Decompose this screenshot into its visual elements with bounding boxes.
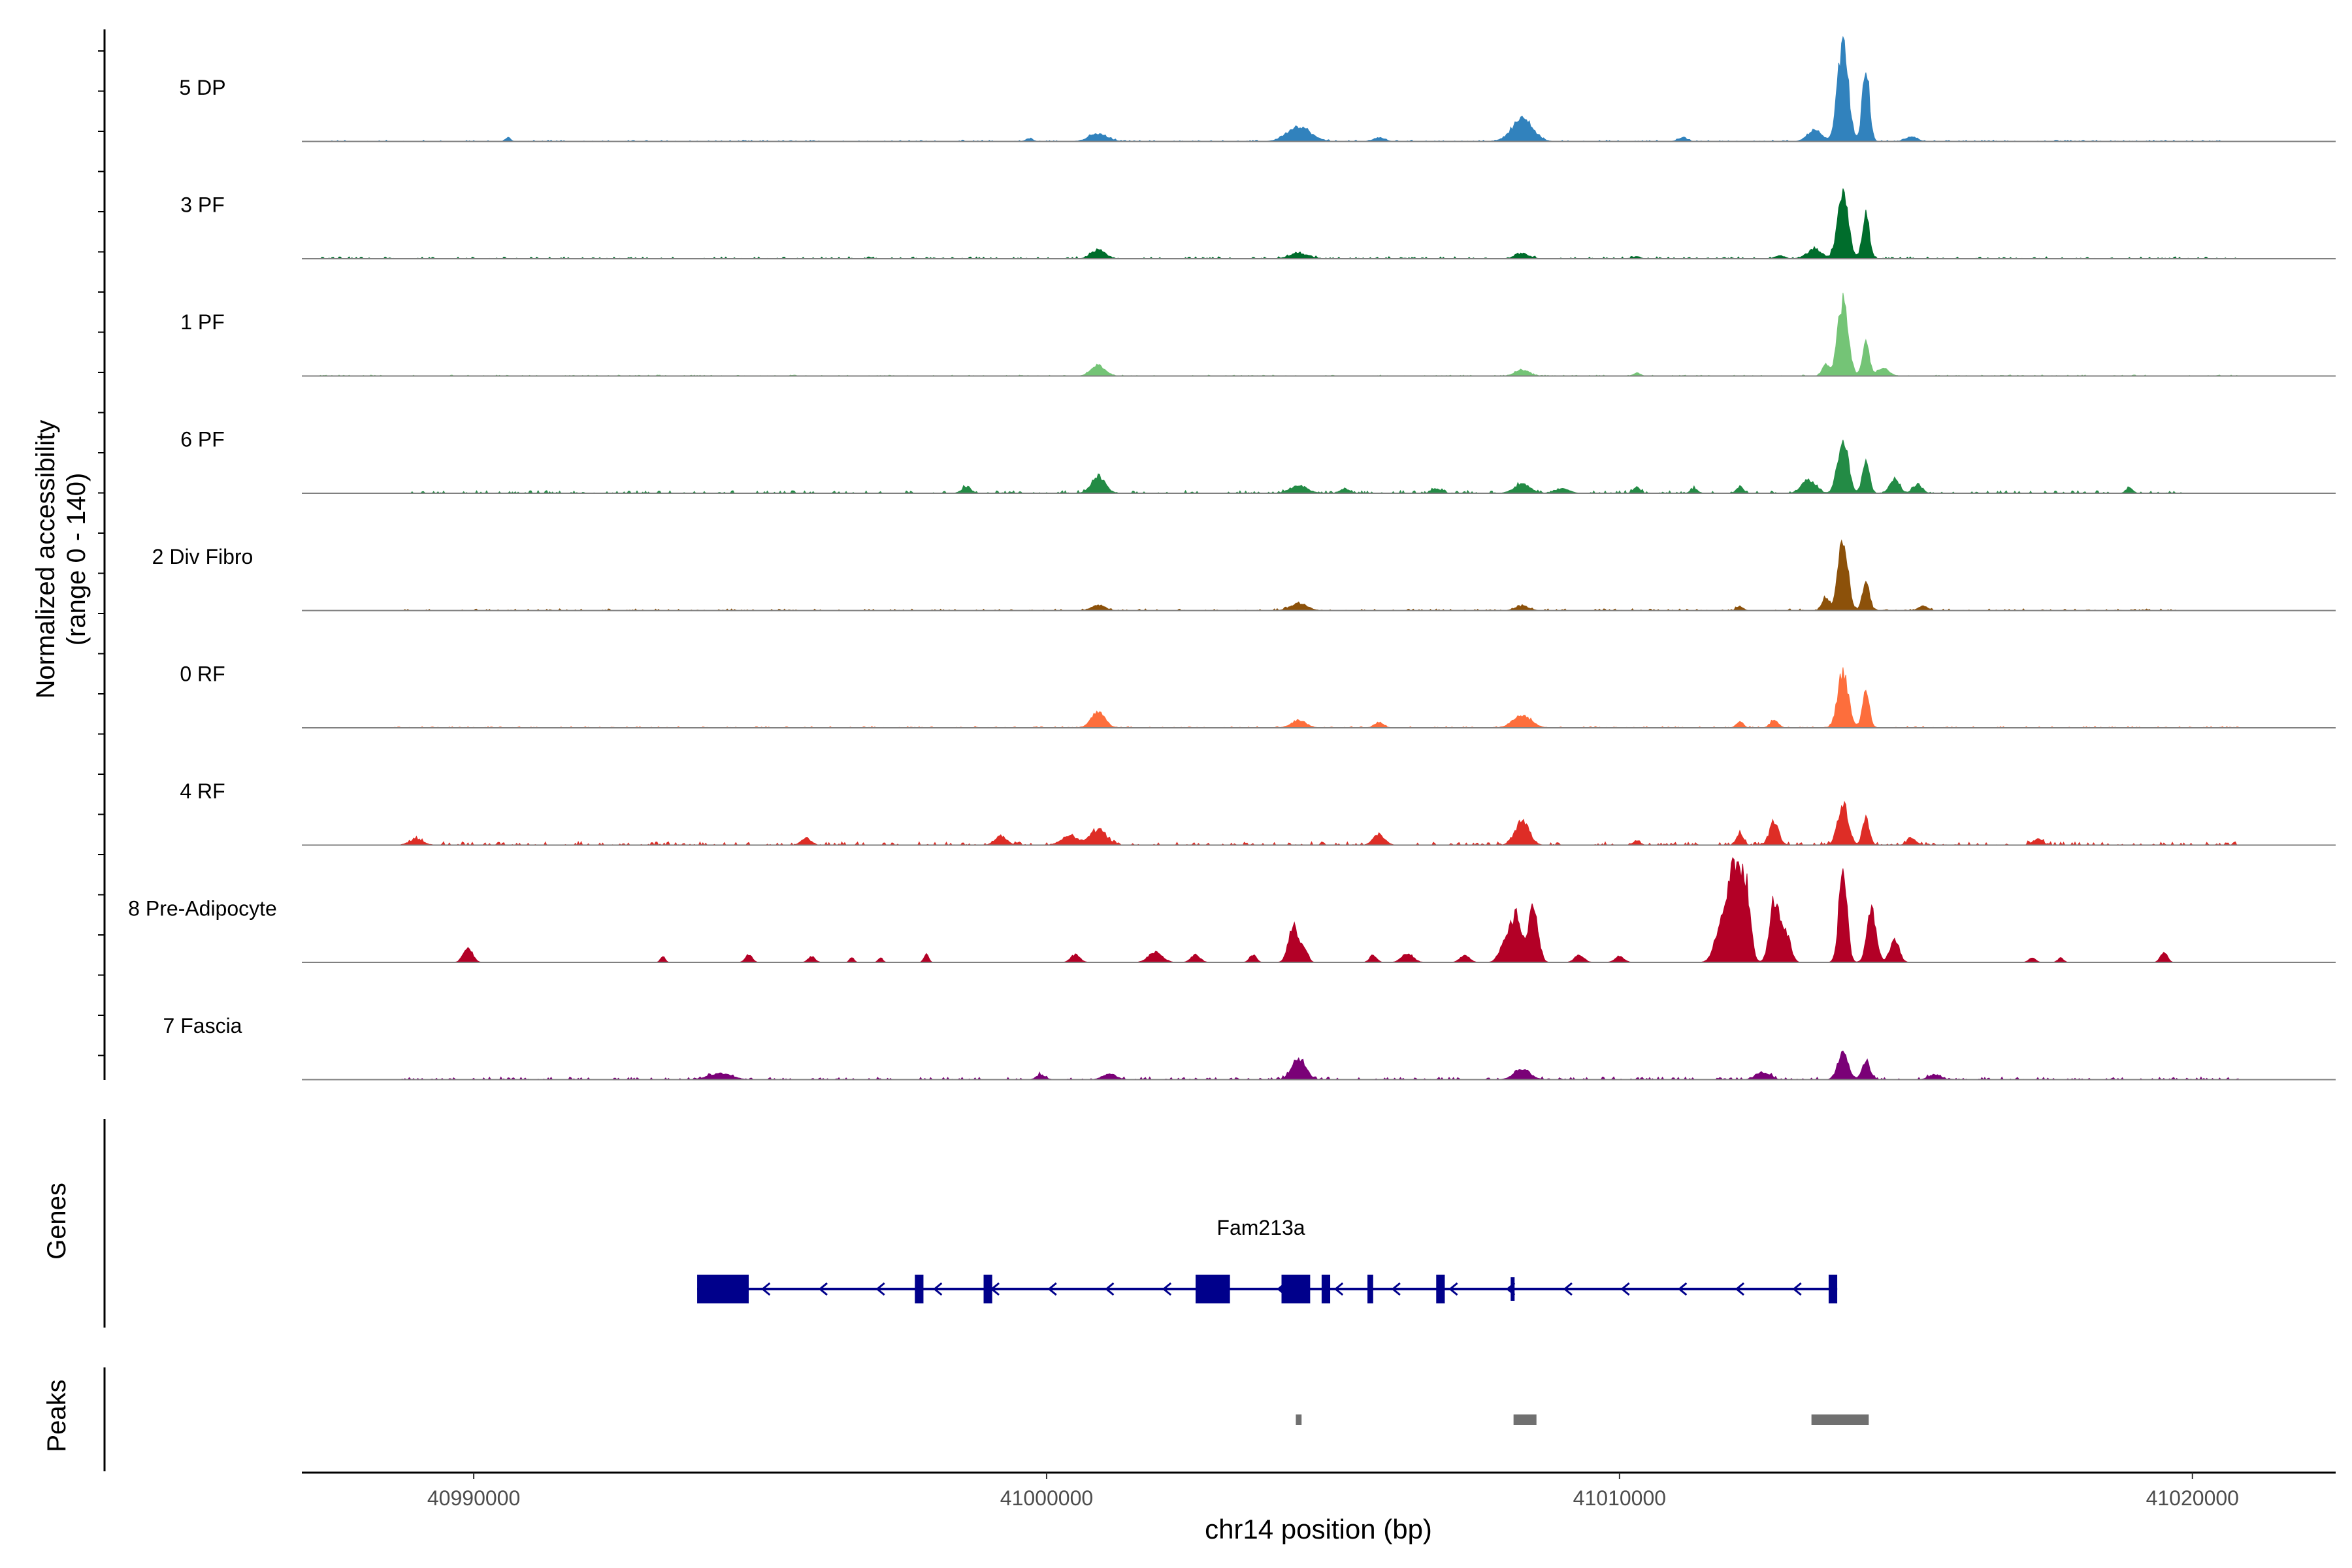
track-label: 7 Fascia [163, 1014, 242, 1037]
strand-arrow-icon [932, 1282, 943, 1296]
peaks-panel-label: Peaks [42, 1379, 71, 1452]
gene-exon [1436, 1275, 1445, 1303]
gene-exon [983, 1275, 992, 1303]
strand-arrow-icon [818, 1282, 828, 1296]
strand-arrow-icon [760, 1282, 771, 1296]
x-axis-title: chr14 position (bp) [1205, 1514, 1432, 1544]
track-label: 3 PF [180, 193, 225, 217]
gene-exon [1281, 1275, 1311, 1303]
coverage-tracks: 5 DP 3 PF 1 PF 6 PF 2 Div Fibro 0 RF 4 RF 8 Pre… [128, 35, 2336, 1081]
genes-panel-label: Genes [42, 1183, 71, 1260]
gene-exon [1195, 1275, 1230, 1303]
y-axis-title-line2: (range 0 - 140) [62, 473, 91, 646]
gene-exon [1828, 1275, 1838, 1303]
gene-exon [1511, 1277, 1515, 1301]
strand-arrow-icon [875, 1282, 885, 1296]
strand-arrow-icon [1448, 1282, 1458, 1296]
strand-arrow-icon [1563, 1282, 1573, 1296]
x-tick-label: 41010000 [1573, 1486, 1666, 1510]
x-tick-label: 40990000 [427, 1486, 520, 1510]
y-axis [98, 29, 106, 1471]
x-tick-label: 41020000 [2146, 1486, 2239, 1510]
track-label: 4 RF [180, 779, 225, 803]
peak-region [1296, 1414, 1302, 1425]
gene-exon [915, 1275, 924, 1303]
gene-track: Fam213a [697, 1216, 1838, 1303]
gene-exon [1321, 1275, 1331, 1303]
peak-region [1811, 1414, 1869, 1425]
gene-name-label: Fam213a [1217, 1216, 1305, 1239]
track-label: 2 Div Fibro [152, 545, 253, 568]
strand-arrow-icon [1391, 1282, 1401, 1296]
peak-track [1296, 1414, 1869, 1425]
strand-arrow-icon [1162, 1282, 1172, 1296]
strand-arrow-icon [1792, 1282, 1802, 1296]
strand-arrow-icon [1620, 1282, 1630, 1296]
track-label: 5 DP [179, 76, 225, 99]
strand-arrow-icon [1735, 1282, 1744, 1296]
strand-arrow-icon [1677, 1282, 1688, 1296]
y-axis-title-line1: Normalized accessibility [31, 420, 60, 699]
track-label: 8 Pre-Adipocyte [128, 897, 277, 921]
gene-exon [697, 1275, 749, 1303]
track-label: 1 PF [180, 310, 225, 334]
strand-arrow-icon [1333, 1282, 1344, 1296]
x-tick-label: 41000000 [1000, 1486, 1093, 1510]
strand-arrow-icon [1047, 1282, 1057, 1296]
gene-exon [1367, 1275, 1373, 1303]
track-label: 0 RF [180, 662, 225, 686]
track-label: 6 PF [180, 428, 225, 451]
x-axis: 40990000 41000000 41010000 41020000 [302, 1471, 2336, 1510]
peak-region [1513, 1414, 1537, 1425]
strand-arrow-icon [1105, 1282, 1115, 1296]
